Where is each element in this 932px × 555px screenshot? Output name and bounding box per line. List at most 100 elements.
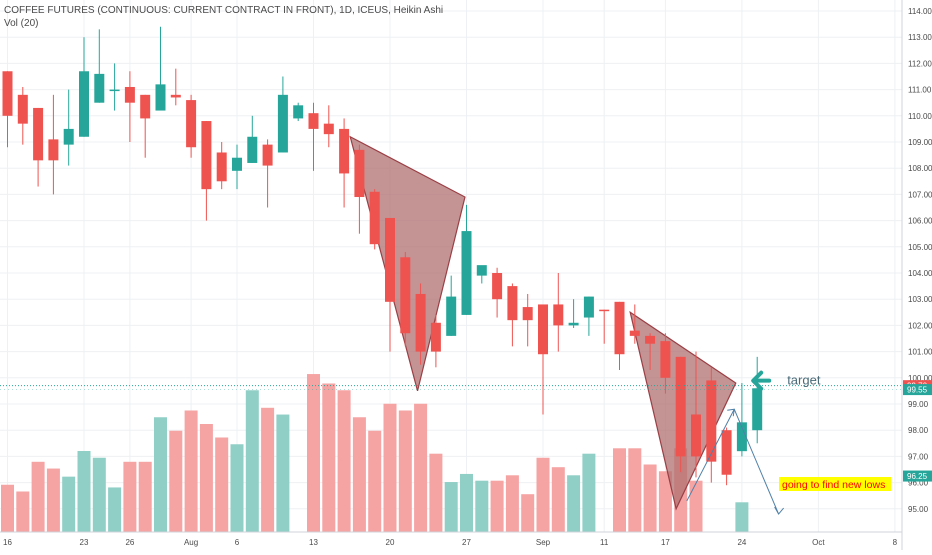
candle bbox=[507, 283, 518, 347]
volume-bar bbox=[689, 480, 703, 532]
volume-bar bbox=[460, 473, 473, 532]
candle bbox=[385, 217, 395, 352]
candle-body bbox=[293, 105, 304, 119]
volume-bar bbox=[429, 453, 443, 532]
volume-bar bbox=[398, 410, 412, 532]
x-tick-label: 16 bbox=[3, 538, 12, 547]
x-tick-label: 27 bbox=[462, 538, 471, 547]
y-tick-label: 109.00 bbox=[908, 138, 932, 147]
candle-body bbox=[186, 100, 197, 148]
candle-body bbox=[216, 152, 227, 182]
candle bbox=[752, 356, 763, 444]
volume-bar bbox=[215, 437, 229, 532]
volume-bar bbox=[138, 461, 152, 532]
x-tick-label: Sep bbox=[536, 538, 551, 547]
volume-bar bbox=[62, 476, 76, 532]
candle-body bbox=[323, 123, 334, 135]
candle-layer bbox=[2, 26, 763, 486]
candle bbox=[232, 144, 242, 190]
volume-bar bbox=[230, 444, 244, 532]
candle-body bbox=[476, 265, 487, 276]
volume-bar bbox=[383, 403, 397, 532]
candle bbox=[706, 367, 717, 483]
candle bbox=[461, 204, 472, 315]
candle-body bbox=[63, 128, 74, 145]
candle bbox=[400, 252, 411, 347]
y-tick-label: 108.00 bbox=[908, 164, 932, 173]
price-badge-label: 99.55 bbox=[907, 386, 928, 395]
x-tick-label: 26 bbox=[125, 538, 134, 547]
volume-bar bbox=[490, 480, 504, 532]
candle bbox=[170, 68, 181, 106]
x-tick-label: 20 bbox=[386, 538, 395, 547]
volume-bar bbox=[261, 407, 275, 532]
candle-body bbox=[583, 296, 594, 318]
y-tick-label: 95.00 bbox=[908, 505, 929, 514]
candle-body bbox=[109, 89, 120, 92]
candle-body bbox=[675, 356, 686, 457]
candle-body bbox=[553, 304, 564, 326]
volume-bar bbox=[1, 484, 14, 532]
volume-bar bbox=[613, 448, 626, 532]
candle-body bbox=[446, 296, 457, 336]
candle-body bbox=[201, 121, 212, 190]
candle-body bbox=[492, 273, 503, 300]
candle bbox=[247, 115, 258, 163]
candle bbox=[599, 309, 610, 344]
candle-body bbox=[277, 94, 288, 153]
candle-body bbox=[522, 307, 533, 321]
candle-body bbox=[430, 322, 441, 352]
candle bbox=[645, 333, 656, 370]
volume-bar bbox=[123, 461, 137, 532]
candle bbox=[323, 105, 334, 148]
target-arrow-head bbox=[751, 370, 764, 391]
volume-bar bbox=[368, 430, 382, 532]
candle-body bbox=[721, 430, 732, 475]
price-badge bbox=[903, 470, 932, 482]
overlay-layer: target going to find new lows bbox=[0, 370, 902, 515]
candle-body bbox=[247, 136, 258, 163]
candle-body bbox=[538, 304, 548, 355]
candle-body bbox=[369, 191, 380, 245]
candle bbox=[94, 29, 105, 103]
projection-down-line bbox=[733, 409, 780, 515]
candle bbox=[277, 76, 288, 153]
candle-body bbox=[400, 257, 411, 334]
candle bbox=[430, 314, 441, 368]
candle-body bbox=[461, 231, 472, 315]
x-tick-label: 24 bbox=[737, 538, 746, 547]
candle bbox=[124, 71, 135, 142]
volume-bar bbox=[658, 471, 672, 532]
y-tick-label: 112.00 bbox=[908, 59, 932, 68]
candle-body bbox=[2, 71, 13, 116]
y-tick-label: 106.00 bbox=[908, 217, 932, 226]
volume-bar bbox=[628, 448, 642, 532]
candle bbox=[583, 296, 594, 336]
candle bbox=[109, 63, 120, 111]
candle bbox=[33, 107, 44, 187]
y-tick-label: 104.00 bbox=[908, 269, 932, 278]
volume-bar bbox=[414, 403, 428, 532]
x-tick-label: 23 bbox=[80, 538, 89, 547]
candle-body bbox=[752, 388, 763, 431]
lows-label: going to find new lows bbox=[782, 479, 885, 491]
candle bbox=[339, 118, 350, 208]
volume-bar bbox=[521, 494, 535, 532]
candle bbox=[614, 301, 625, 370]
candle-body bbox=[79, 71, 89, 137]
candle bbox=[675, 356, 686, 473]
candle bbox=[293, 102, 304, 122]
candle-body bbox=[645, 335, 656, 344]
candle-body bbox=[232, 157, 242, 171]
y-axis: 95.00 96.00 97.00 98.00 99.00 100.00 101.00 102… bbox=[901, 0, 932, 550]
candle bbox=[140, 94, 151, 158]
y-tick-label: 99.00 bbox=[908, 400, 929, 409]
volume-bar bbox=[307, 374, 320, 532]
candle-body bbox=[124, 86, 135, 103]
x-tick-label: 17 bbox=[661, 538, 670, 547]
candle-body bbox=[385, 217, 395, 302]
projection-down-arrowhead bbox=[774, 506, 785, 515]
candle-body bbox=[614, 301, 625, 355]
